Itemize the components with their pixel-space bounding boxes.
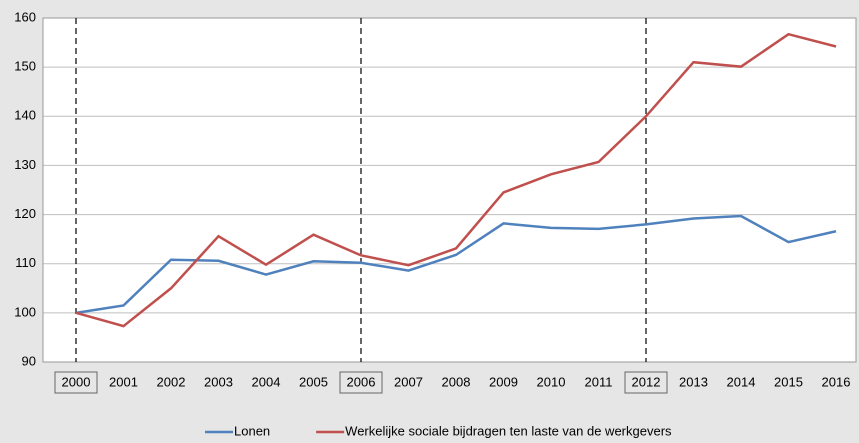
x-tick-label: 2007 xyxy=(394,374,423,389)
series-line xyxy=(75,214,837,315)
x-tick-label: 2006 xyxy=(347,374,376,389)
x-tick-label: 2001 xyxy=(109,374,138,389)
x-tick-label: 2005 xyxy=(299,374,328,389)
plot-border xyxy=(42,17,857,363)
y-tick-label: 110 xyxy=(15,255,36,270)
x-tick-label: 2014 xyxy=(727,374,756,389)
x-tick-label: 2003 xyxy=(204,374,233,389)
highlight-box xyxy=(339,371,383,394)
y-tick-label: 100 xyxy=(14,304,36,319)
x-tick-label: 2008 xyxy=(442,374,471,389)
x-tick-label: 2011 xyxy=(585,374,613,389)
x-tick-label: 2015 xyxy=(774,374,803,389)
legend-label: Lonen xyxy=(234,423,270,438)
y-tick-label: 150 xyxy=(14,59,36,74)
x-tick-label: 2012 xyxy=(632,374,661,389)
x-tick-label: 2010 xyxy=(537,374,566,389)
x-tick-label: 2000 xyxy=(62,374,91,389)
x-tick-label: 2009 xyxy=(489,374,518,389)
y-tick-label: 90 xyxy=(22,353,36,368)
highlight-box xyxy=(624,371,668,394)
y-tick-label: 160 xyxy=(14,9,36,24)
x-tick-label: 2004 xyxy=(252,374,281,389)
legend-label: Werkelijke sociale bijdragen ten laste v… xyxy=(345,423,672,438)
y-tick-label: 140 xyxy=(14,108,36,123)
x-tick-label: 2016 xyxy=(822,374,851,389)
y-tick-label: 130 xyxy=(14,157,36,172)
x-tick-label: 2002 xyxy=(157,374,186,389)
x-tick-label: 2013 xyxy=(679,374,708,389)
y-tick-label: 120 xyxy=(14,206,36,221)
series-line xyxy=(75,32,837,328)
plot-area xyxy=(43,18,856,362)
highlight-box xyxy=(54,371,98,394)
